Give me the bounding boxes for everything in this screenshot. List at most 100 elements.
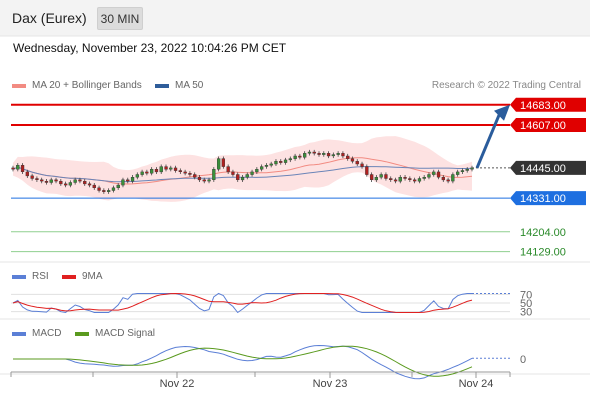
candle-body: [16, 164, 20, 170]
candle-body: [341, 153, 345, 157]
candle-body: [97, 187, 101, 191]
chart-datetime: Wednesday, November 23, 2022 10:04:26 PM…: [13, 41, 287, 55]
candle-body: [408, 178, 412, 180]
legend-ma50-label: MA 50: [175, 80, 204, 91]
level-label-14204.00: 14204.00: [520, 227, 566, 239]
candle-body: [145, 171, 149, 174]
level-tag-14607.00: [510, 117, 586, 132]
candle-body: [154, 168, 159, 173]
candle-body: [111, 187, 116, 191]
candle-body: [49, 179, 53, 183]
last-price-tag: [510, 160, 586, 175]
macd-zero-label: 0: [520, 354, 526, 366]
macd-signal-line: [13, 345, 473, 377]
candle-body: [193, 174, 197, 178]
legend-rsi-ma: 9MA: [62, 271, 103, 282]
candle-body: [78, 179, 82, 182]
candle-body: [312, 151, 316, 154]
candle-body: [269, 163, 273, 166]
rsi-ma-swatch: [62, 274, 76, 279]
candle-body: [25, 171, 29, 177]
candle-body: [413, 179, 417, 182]
candle-body: [279, 161, 283, 163]
rsi-ma-line: [12, 292, 473, 313]
candle-body: [149, 168, 154, 174]
candle-body: [221, 158, 225, 167]
candle-body: [35, 178, 39, 180]
candle-body: [326, 153, 331, 157]
bollinger-band: [13, 136, 472, 202]
legend-ma50: MA 50: [155, 80, 203, 91]
candle-body: [30, 175, 34, 179]
legend-bollinger: MA 20 + Bollinger Bands: [12, 80, 142, 91]
candle-body: [231, 171, 235, 175]
candle-body: [456, 171, 460, 175]
candle-body: [20, 164, 25, 172]
candle-body: [202, 179, 206, 182]
candle-body: [240, 176, 245, 181]
candle-body: [288, 158, 292, 161]
candle-body: [226, 166, 230, 173]
legend-macd-signal-label: MACD Signal: [95, 328, 156, 339]
legend-macd-label: MACD: [32, 328, 62, 339]
candle-body: [379, 174, 383, 178]
candle-body: [293, 155, 297, 159]
candle-body: [389, 178, 393, 180]
candle-body: [250, 171, 254, 175]
legend-rsi: RSI: [12, 271, 49, 282]
candle-body: [422, 176, 426, 179]
candle-body: [212, 168, 216, 180]
candle-body: [121, 179, 125, 186]
candle-body: [355, 161, 359, 165]
candle-body: [370, 174, 374, 181]
candle-body: [417, 178, 422, 182]
ma50-swatch: [155, 83, 169, 88]
candle-body: [441, 176, 445, 181]
candle-body: [83, 180, 87, 185]
candle-body: [255, 168, 259, 173]
candle-body: [446, 179, 450, 182]
candle-body: [159, 166, 163, 173]
header-bar: Dax (Eurex) 30 MIN: [0, 0, 590, 36]
candle-body: [322, 153, 326, 155]
candle-body: [403, 176, 407, 179]
research-credit: Research © 2022 Trading Central: [431, 80, 581, 91]
candle-body: [40, 179, 44, 182]
legend-macd: MACD: [12, 328, 61, 339]
candle-body: [102, 190, 106, 192]
legend-rsi-ma-label: 9MA: [82, 271, 103, 282]
candle-body: [135, 174, 139, 178]
candle-body: [336, 153, 340, 155]
x-tick-label: Nov 24: [459, 378, 494, 390]
candle-body: [92, 184, 96, 189]
candle-body: [346, 155, 350, 159]
candle-body: [374, 176, 378, 181]
interval-selector[interactable]: 30 MIN: [97, 7, 143, 30]
candle-body: [216, 158, 221, 170]
level-tag-14331.00: [510, 191, 586, 206]
macd-swatch: [12, 331, 26, 336]
candle-body: [436, 171, 441, 178]
candle-body: [360, 163, 364, 167]
candle-body: [317, 153, 321, 155]
rsi-level-label-70: 70: [520, 289, 532, 301]
candle-body: [465, 168, 469, 171]
last-price-label: 14445.00: [520, 163, 566, 175]
macd-line: [13, 344, 473, 380]
candle-body: [73, 179, 77, 183]
level-label-14129.00: 14129.00: [520, 247, 566, 259]
candle-body: [264, 164, 269, 167]
candle-body: [298, 155, 302, 158]
candle-body: [106, 190, 111, 192]
candle-body: [178, 170, 182, 172]
candle-body: [331, 154, 335, 157]
x-tick-label: Nov 22: [160, 378, 195, 390]
candle-body: [63, 183, 68, 186]
candle-body: [451, 174, 455, 182]
candle-body: [283, 159, 288, 163]
candle-body: [427, 174, 431, 178]
candle-body: [274, 161, 278, 165]
target-arrow-shaft: [475, 112, 502, 169]
candle-body: [393, 179, 398, 182]
